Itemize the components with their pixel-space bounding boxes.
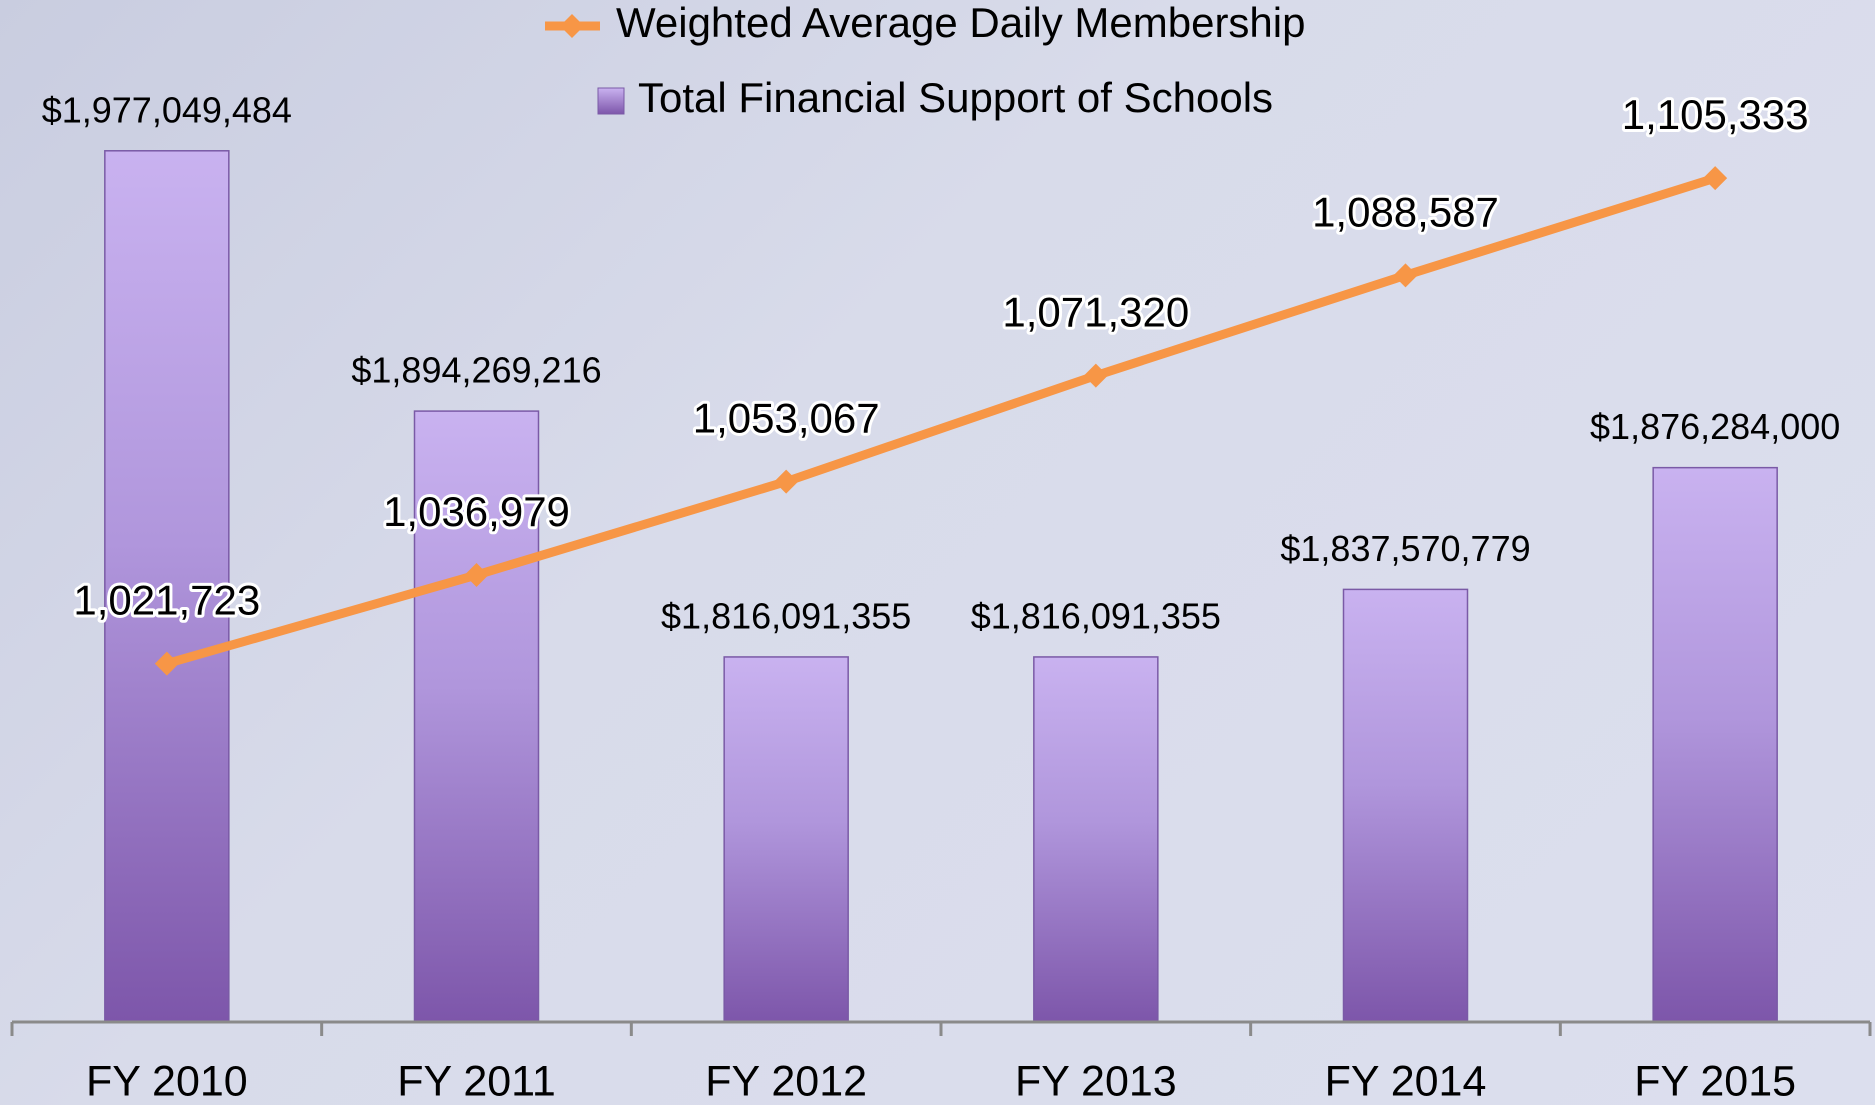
legend-bar-icon — [597, 87, 625, 115]
bar-value-label: $1,816,091,355 — [661, 595, 911, 636]
line-value-label: 1,053,067 — [693, 395, 880, 442]
bar-value-label: $1,837,570,779 — [1280, 528, 1530, 569]
line-value-label: 1,088,587 — [1312, 188, 1499, 235]
bar-value-label: $1,816,091,355 — [971, 595, 1221, 636]
line-marker — [1393, 263, 1418, 288]
bar-value-label: $1,894,269,216 — [351, 350, 601, 391]
legend-marker-icon — [560, 14, 584, 38]
line-value-label: 1,036,979 — [383, 488, 570, 535]
line-value-label: 1,071,320 — [1002, 289, 1189, 336]
bar — [1342, 588, 1469, 1023]
bar — [1033, 656, 1159, 1023]
line-marker — [1083, 363, 1108, 388]
line-marker — [774, 469, 799, 494]
line-marker — [154, 651, 179, 676]
line-value-label: 1,021,723 — [73, 577, 260, 624]
bar-value-label: $1,876,284,000 — [1590, 406, 1840, 447]
bar — [1652, 466, 1778, 1023]
bar — [104, 150, 230, 1023]
bar-value-label: $1,977,049,484 — [42, 89, 292, 130]
x-tick-label: FY 2010 — [86, 1057, 248, 1105]
legend-label: Weighted Average Daily Membership — [616, 0, 1305, 46]
x-tick-label: FY 2014 — [1325, 1057, 1487, 1105]
bar — [413, 410, 540, 1023]
line-marker — [464, 562, 489, 587]
x-tick-label: FY 2015 — [1634, 1057, 1796, 1105]
x-tick-label: FY 2013 — [1015, 1057, 1177, 1105]
x-tick-label: FY 2011 — [397, 1057, 556, 1105]
line-value-label: 1,105,333 — [1622, 91, 1809, 138]
legend-label: Total Financial Support of Schools — [638, 74, 1273, 121]
x-tick-label: FY 2012 — [705, 1057, 867, 1105]
line — [165, 173, 1717, 668]
line-marker — [1703, 166, 1728, 191]
bar — [723, 656, 849, 1023]
